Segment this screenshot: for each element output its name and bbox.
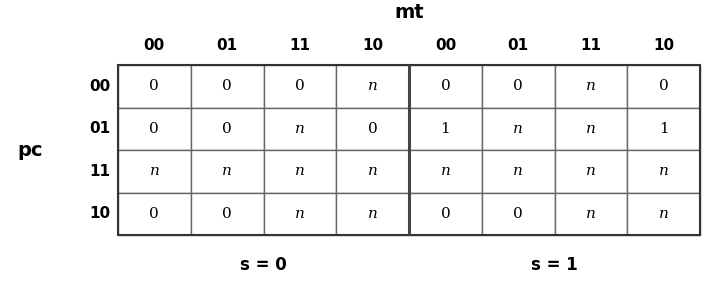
Text: 00: 00: [435, 38, 456, 52]
Text: n: n: [367, 207, 377, 221]
Text: 0: 0: [150, 122, 159, 136]
Text: pc: pc: [17, 140, 43, 160]
Text: 0: 0: [441, 79, 450, 93]
Bar: [409, 150, 482, 193]
Bar: [118, 193, 191, 235]
Text: 01: 01: [90, 121, 110, 136]
Text: n: n: [513, 164, 523, 178]
Text: 11: 11: [90, 164, 110, 179]
Text: n: n: [586, 79, 596, 93]
Text: n: n: [586, 122, 596, 136]
Text: 0: 0: [222, 79, 232, 93]
Text: 0: 0: [513, 79, 523, 93]
Bar: [263, 193, 336, 235]
Bar: [336, 193, 409, 235]
Text: n: n: [513, 122, 523, 136]
Bar: [409, 193, 482, 235]
Text: 0: 0: [659, 79, 669, 93]
Text: 0: 0: [150, 207, 159, 221]
Bar: [336, 150, 409, 193]
Text: n: n: [586, 207, 596, 221]
Text: 0: 0: [222, 122, 232, 136]
Text: 10: 10: [653, 38, 674, 52]
Text: 1: 1: [441, 122, 450, 136]
Text: n: n: [441, 164, 450, 178]
Bar: [263, 150, 336, 193]
Bar: [555, 65, 627, 107]
Bar: [336, 65, 409, 107]
Bar: [191, 107, 263, 150]
Text: 0: 0: [513, 207, 523, 221]
Text: n: n: [295, 164, 305, 178]
Text: 0: 0: [441, 207, 450, 221]
Text: 0: 0: [368, 122, 377, 136]
Text: n: n: [659, 207, 669, 221]
Bar: [409, 107, 482, 150]
Bar: [191, 65, 263, 107]
Bar: [409, 65, 482, 107]
Text: n: n: [295, 122, 305, 136]
Bar: [482, 193, 555, 235]
Bar: [555, 150, 627, 193]
Bar: [627, 150, 700, 193]
Bar: [191, 193, 263, 235]
Text: s = 1: s = 1: [531, 256, 578, 274]
Text: n: n: [659, 164, 669, 178]
Bar: [482, 107, 555, 150]
Text: 00: 00: [144, 38, 165, 52]
Text: mt: mt: [394, 3, 424, 21]
Bar: [627, 107, 700, 150]
Text: 10: 10: [362, 38, 383, 52]
Text: 0: 0: [222, 207, 232, 221]
Text: n: n: [586, 164, 596, 178]
Text: 01: 01: [508, 38, 529, 52]
Text: 00: 00: [90, 79, 110, 94]
Text: n: n: [295, 207, 305, 221]
Text: 0: 0: [150, 79, 159, 93]
Bar: [555, 107, 627, 150]
Bar: [191, 150, 263, 193]
Bar: [263, 65, 336, 107]
Text: s = 0: s = 0: [240, 256, 287, 274]
Text: n: n: [367, 79, 377, 93]
Text: 11: 11: [580, 38, 602, 52]
Bar: [482, 65, 555, 107]
Text: n: n: [150, 164, 159, 178]
Bar: [118, 65, 191, 107]
Bar: [118, 65, 700, 235]
Bar: [627, 193, 700, 235]
Text: 1: 1: [659, 122, 669, 136]
Bar: [263, 107, 336, 150]
Bar: [627, 65, 700, 107]
Text: 01: 01: [216, 38, 238, 52]
Text: n: n: [222, 164, 232, 178]
Bar: [482, 150, 555, 193]
Bar: [118, 107, 191, 150]
Text: 11: 11: [289, 38, 310, 52]
Bar: [555, 193, 627, 235]
Text: 0: 0: [295, 79, 305, 93]
Text: 10: 10: [90, 206, 110, 221]
Text: n: n: [367, 164, 377, 178]
Bar: [118, 150, 191, 193]
Bar: [336, 107, 409, 150]
